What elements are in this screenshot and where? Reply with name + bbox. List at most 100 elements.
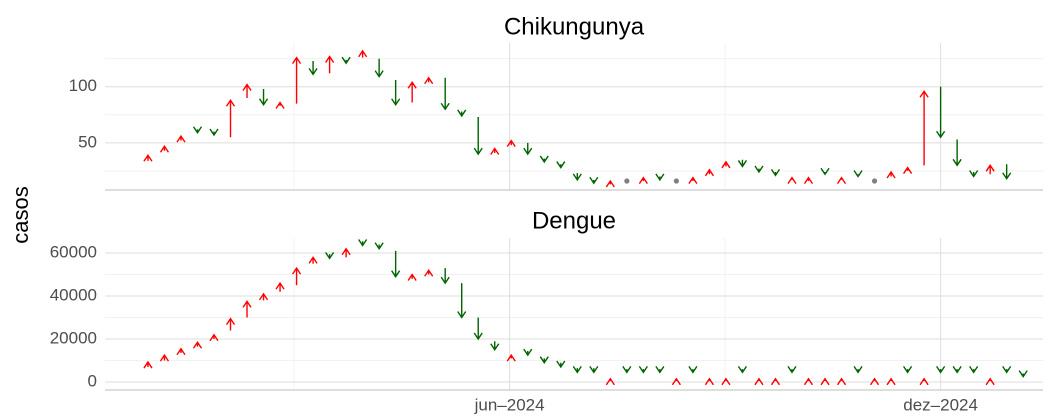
- arrow: [242, 300, 252, 318]
- arrow: [242, 83, 252, 98]
- arrow: [936, 365, 946, 374]
- arrow: [473, 117, 483, 156]
- x-tick-label: dez–2024: [903, 395, 978, 414]
- panel-title: Chikungunya: [504, 13, 645, 40]
- arrow: [440, 268, 450, 285]
- arrow: [754, 377, 764, 386]
- arrow: [903, 166, 913, 174]
- arrow: [853, 365, 863, 374]
- arrow: [143, 360, 153, 369]
- arrow: [539, 155, 549, 164]
- arrow: [836, 377, 847, 386]
- arrow: [225, 98, 236, 138]
- arrow: [192, 126, 203, 135]
- arrow: [1002, 164, 1012, 181]
- arrow: [209, 333, 219, 342]
- arrow: [473, 317, 483, 341]
- arrow: [506, 139, 516, 148]
- arrow: [886, 377, 896, 386]
- y-tick-label: 50: [78, 132, 97, 151]
- arrow: [638, 365, 648, 374]
- arrow: [374, 58, 384, 78]
- arrow: [556, 360, 566, 369]
- arrow: [737, 365, 748, 374]
- arrow: [770, 377, 781, 386]
- flat-point: [673, 178, 679, 184]
- y-tick-label: 100: [69, 76, 97, 95]
- arrow: [391, 80, 401, 106]
- arrow: [903, 365, 913, 374]
- arrow: [291, 266, 302, 286]
- arrow: [325, 252, 335, 260]
- arrow: [655, 365, 665, 374]
- arrow: [803, 377, 814, 386]
- y-tick-label: 0: [88, 372, 97, 391]
- arrow: [721, 160, 731, 169]
- arrow: [770, 169, 781, 177]
- arrow: [556, 161, 566, 169]
- arrow: [853, 170, 863, 178]
- arrow: [407, 273, 417, 281]
- arrow: [655, 173, 665, 182]
- arrow: [969, 365, 979, 374]
- arrow: [589, 176, 599, 185]
- arrow: [358, 49, 368, 58]
- arrow: [523, 348, 533, 357]
- arrow: [225, 317, 236, 331]
- arrow: [969, 170, 979, 178]
- arrow: [275, 281, 285, 292]
- arrow: [291, 56, 302, 104]
- arrow: [622, 365, 632, 374]
- arrow: [936, 86, 946, 139]
- arrow: [820, 167, 830, 176]
- arrow: [820, 377, 830, 386]
- arrow: [704, 377, 714, 386]
- x-tick-label: jun–2024: [474, 395, 545, 414]
- arrow: [688, 176, 698, 185]
- arrow: [424, 76, 434, 85]
- arrow: [638, 176, 648, 185]
- arrow: [192, 341, 203, 349]
- arrow: [258, 292, 269, 301]
- arrow: [985, 164, 995, 175]
- y-tick-label: 60000: [50, 243, 97, 262]
- arrow: [952, 139, 962, 167]
- arrow: [754, 165, 764, 174]
- flat-point: [624, 178, 630, 184]
- arrow: [341, 56, 351, 65]
- arrow: [523, 142, 533, 156]
- arrow: [424, 268, 434, 277]
- arrow: [374, 242, 384, 251]
- flat-point: [871, 178, 878, 184]
- arrow: [457, 283, 467, 319]
- arrow: [919, 89, 929, 166]
- arrow: [308, 256, 318, 264]
- arrow: [605, 377, 615, 386]
- arrow: [803, 176, 814, 185]
- arrow: [688, 365, 698, 374]
- arrow: [985, 377, 995, 386]
- arrow: [704, 168, 714, 177]
- arrow: [159, 353, 170, 362]
- arrow: [176, 347, 186, 356]
- arrow: [605, 179, 615, 188]
- arrow: [490, 341, 500, 352]
- arrow: [440, 77, 450, 111]
- arrow: [589, 365, 599, 374]
- arrow: [209, 128, 219, 137]
- arrow: [737, 159, 748, 168]
- arrow: [159, 144, 170, 153]
- arrow: [671, 377, 681, 386]
- arrow: [143, 153, 153, 162]
- arrow: [358, 239, 368, 247]
- arrow: [490, 147, 500, 155]
- arrow: [457, 109, 467, 118]
- arrow: [572, 365, 582, 374]
- arrow: [787, 176, 797, 185]
- arrow: [1002, 365, 1012, 374]
- panel-title: Dengue: [532, 207, 616, 234]
- arrow: [836, 176, 847, 185]
- arrow: [506, 353, 516, 362]
